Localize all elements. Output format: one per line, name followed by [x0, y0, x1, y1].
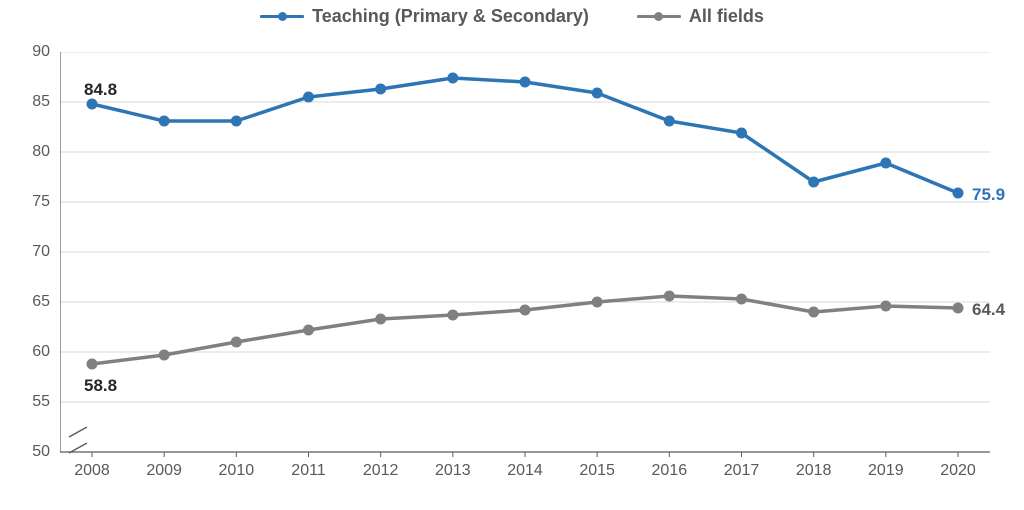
legend-item: Teaching (Primary & Secondary): [260, 6, 589, 27]
x-tick-label: 2015: [579, 462, 615, 480]
data-label: 84.8: [84, 80, 117, 100]
legend-label: Teaching (Primary & Secondary): [312, 6, 589, 27]
series-marker: [592, 297, 603, 308]
x-tick-label: 2010: [219, 462, 255, 480]
legend-label: All fields: [689, 6, 764, 27]
series-marker: [664, 291, 675, 302]
line-chart: Teaching (Primary & Secondary) All fields…: [0, 0, 1024, 510]
x-tick-label: 2011: [291, 462, 325, 480]
legend: Teaching (Primary & Secondary) All fields: [0, 6, 1024, 27]
x-tick-label: 2018: [796, 462, 832, 480]
x-tick-label: 2008: [74, 462, 110, 480]
series-marker: [447, 73, 458, 84]
series-marker: [159, 350, 170, 361]
y-tick-label: 60: [32, 343, 50, 361]
series-marker: [592, 88, 603, 99]
series-marker: [87, 99, 98, 110]
series-marker: [520, 77, 531, 88]
x-tick-label: 2009: [146, 462, 182, 480]
series-marker: [303, 92, 314, 103]
series-marker: [231, 116, 242, 127]
series-marker: [231, 337, 242, 348]
series-marker: [447, 310, 458, 321]
x-tick-label: 2019: [868, 462, 904, 480]
x-tick-label: 2016: [652, 462, 688, 480]
y-tick-label: 85: [32, 93, 50, 111]
axis-break-icon: [69, 427, 87, 453]
series-line: [92, 78, 958, 193]
y-tick-label: 65: [32, 293, 50, 311]
data-label: 75.9: [972, 185, 1005, 205]
x-tick-label: 2013: [435, 462, 471, 480]
y-tick-label: 75: [32, 193, 50, 211]
series-marker: [953, 303, 964, 314]
data-label: 58.8: [84, 376, 117, 396]
plot-area: 5055606570758085902008200920102011201220…: [60, 52, 990, 452]
y-tick-label: 80: [32, 143, 50, 161]
series-marker: [953, 188, 964, 199]
series-marker: [520, 305, 531, 316]
x-tick-label: 2012: [363, 462, 399, 480]
y-tick-label: 90: [32, 43, 50, 61]
series-marker: [303, 325, 314, 336]
y-tick-label: 70: [32, 243, 50, 261]
x-tick-label: 2014: [507, 462, 543, 480]
legend-item: All fields: [637, 6, 764, 27]
series-marker: [664, 116, 675, 127]
data-label: 64.4: [972, 300, 1005, 320]
y-tick-label: 50: [32, 443, 50, 461]
x-tick-label: 2020: [940, 462, 976, 480]
series-marker: [808, 307, 819, 318]
series-marker: [880, 158, 891, 169]
series-marker: [736, 128, 747, 139]
series-marker: [87, 359, 98, 370]
series-marker: [159, 116, 170, 127]
series-marker: [808, 177, 819, 188]
x-tick-label: 2017: [724, 462, 760, 480]
series-marker: [880, 301, 891, 312]
series-marker: [375, 314, 386, 325]
series-marker: [375, 84, 386, 95]
series-marker: [736, 294, 747, 305]
y-tick-label: 55: [32, 393, 50, 411]
